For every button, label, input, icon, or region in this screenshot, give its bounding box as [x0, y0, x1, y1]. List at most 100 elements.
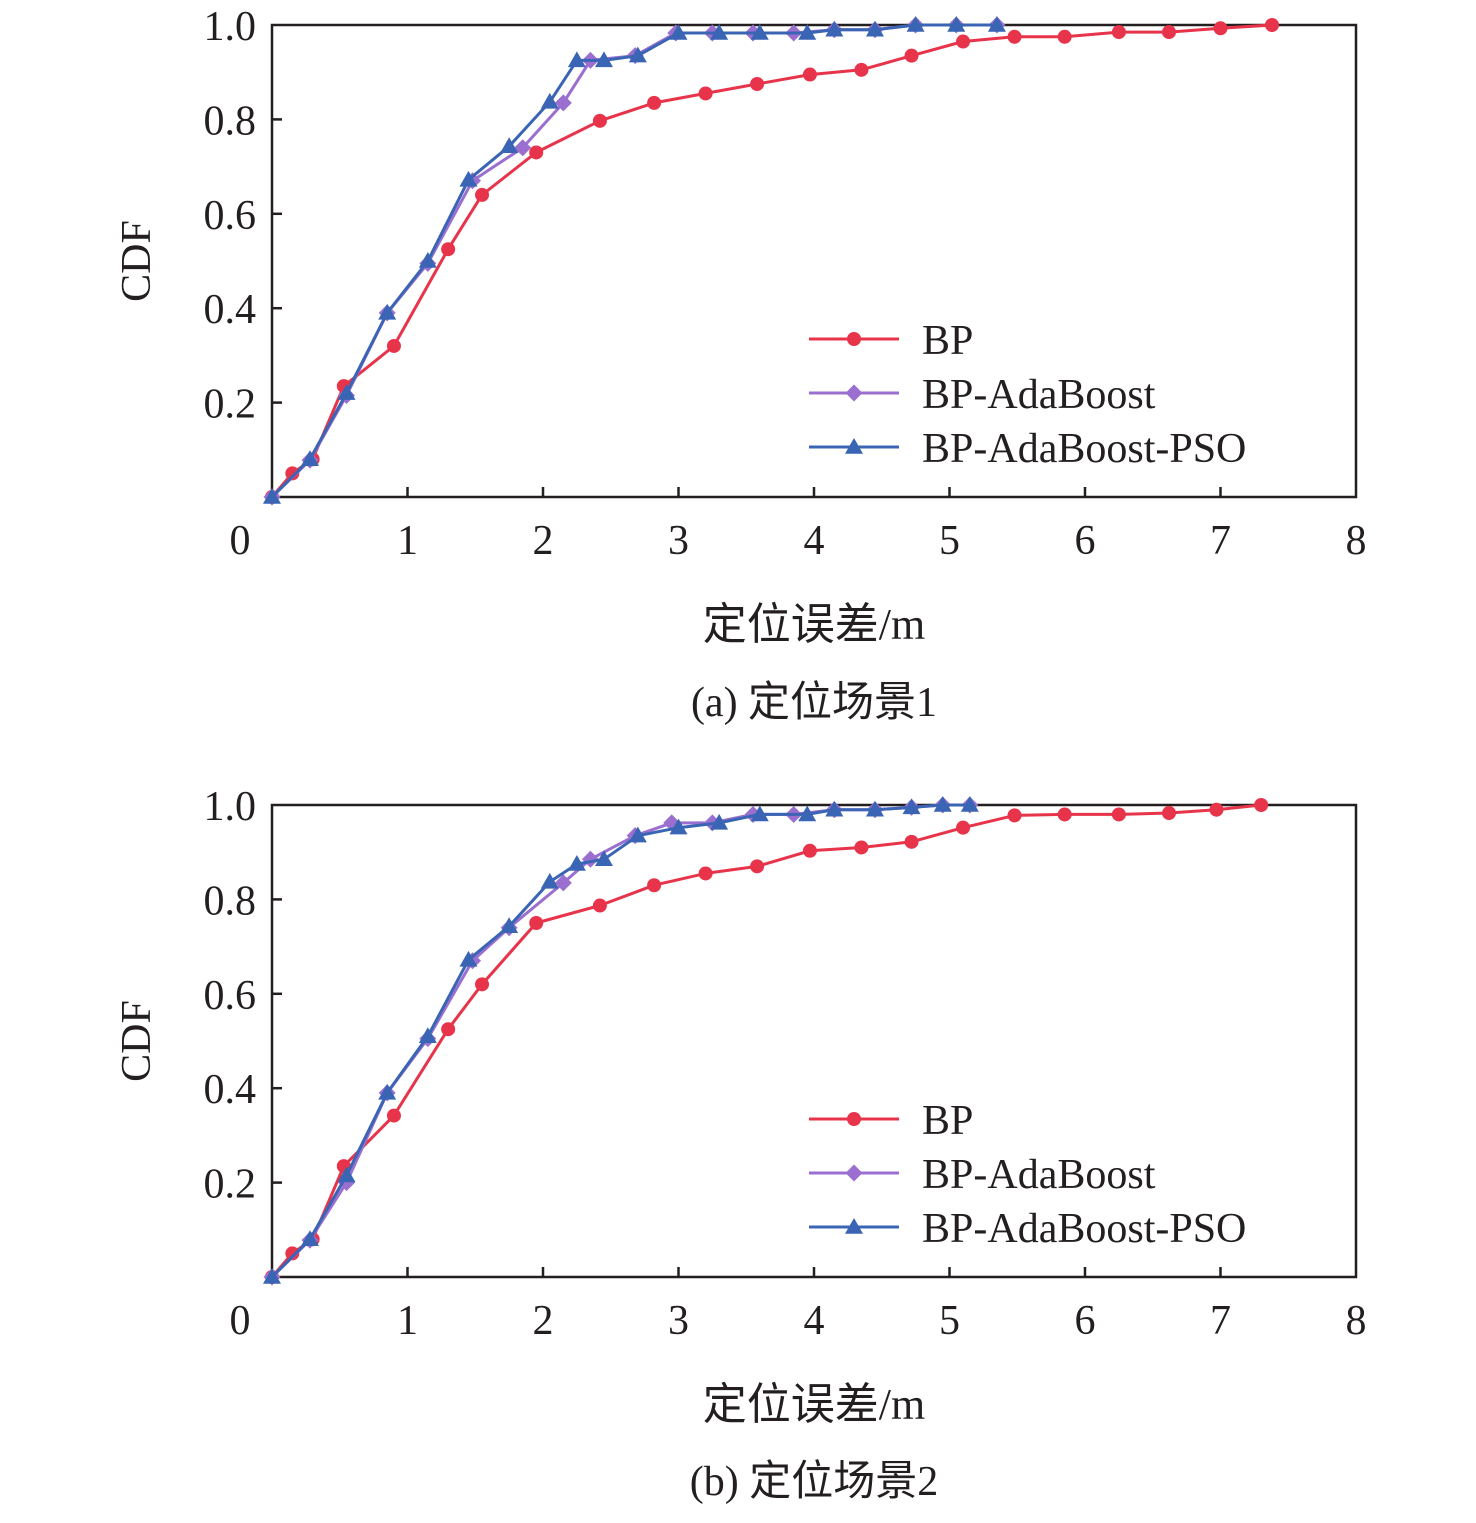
data-point: [628, 826, 647, 843]
legend-label: BP: [922, 318, 973, 364]
data-point: [956, 820, 971, 835]
y-axis-label: CDF: [114, 1000, 160, 1082]
data-point: [337, 384, 356, 400]
data-point: [594, 51, 613, 68]
data-point: [594, 850, 613, 867]
data-point: [300, 450, 319, 466]
data-point: [710, 813, 729, 830]
data-point: [1213, 21, 1228, 36]
x-tick-label: 2: [533, 1298, 554, 1344]
data-point: [1111, 25, 1126, 40]
y-tick-label: 0.2: [204, 1162, 257, 1208]
x-tick-label: 4: [804, 518, 825, 564]
data-point: [567, 855, 586, 871]
data-point: [1111, 807, 1126, 822]
x-tick-label: 4: [804, 1298, 825, 1344]
x-tick-label: 0: [230, 1298, 251, 1344]
data-point: [459, 170, 478, 187]
y-tick-label: 1.0: [204, 784, 257, 830]
legend: BP BP-AdaBoost BP-AdaBoost-PSO: [809, 1098, 1246, 1252]
y-tick-label: 0.2: [204, 382, 257, 428]
data-point: [956, 34, 971, 49]
legend-marker: [845, 1218, 863, 1234]
data-point: [441, 242, 456, 257]
series-line: [270, 803, 1262, 1278]
legend-label: BP: [922, 1098, 973, 1144]
data-point: [285, 466, 300, 481]
data-point: [647, 878, 662, 893]
legend-marker: [845, 1164, 863, 1182]
data-point: [1162, 806, 1177, 821]
data-point: [798, 805, 817, 822]
y-tick-label: 0.8: [204, 878, 257, 924]
x-tick-label: 5: [939, 518, 960, 564]
data-point: [1057, 29, 1072, 44]
x-tick-label: 7: [1210, 1298, 1231, 1344]
data-point: [378, 1083, 397, 1100]
data-point: [854, 840, 869, 855]
chart-panel-a: 0 1 2 3 4 5 6 7 8 0.2 0.4 0.6 0.8 1.0 定位误差/m CDF BP BP-Ad…: [114, 4, 1367, 726]
legend-label: BP-AdaBoost: [922, 372, 1156, 418]
data-point: [529, 916, 544, 930]
x-tick-label: 5: [939, 1298, 960, 1344]
y-tick-label: 0.6: [204, 193, 257, 239]
data-point: [475, 977, 490, 992]
x-tick-label: 8: [1346, 518, 1367, 564]
data-point: [865, 20, 884, 37]
panel-caption: (b) 定位场景2: [690, 1458, 938, 1505]
data-point: [1162, 25, 1177, 40]
data-point: [567, 51, 586, 68]
data-point: [628, 46, 647, 63]
x-tick-label: 3: [668, 1298, 689, 1344]
data-point: [902, 798, 921, 815]
data-point: [514, 139, 532, 157]
x-tick-label: 3: [668, 518, 689, 564]
x-tick-label: 6: [1075, 518, 1096, 564]
x-tick-label: 0: [230, 518, 251, 564]
panel-caption: (a) 定位场景1: [691, 679, 937, 726]
chart-panel-b: 0 1 2 3 4 5 6 7 8 0.2 0.4 0.6 0.8 1.0 定位误差/m CDF BP BP-Ad…: [114, 784, 1367, 1505]
legend-label: BP-AdaBoost-PSO: [922, 426, 1246, 472]
data-point: [1007, 29, 1022, 44]
series-bp-adaboost: [263, 16, 1006, 506]
series-bp-adaboost-pso: [263, 796, 979, 1284]
data-point: [540, 92, 559, 109]
legend-marker: [847, 1112, 861, 1126]
data-point: [698, 866, 713, 881]
data-point: [669, 818, 688, 835]
data-point: [1057, 807, 1072, 822]
data-point: [865, 800, 884, 817]
data-point: [904, 834, 919, 849]
data-point: [500, 137, 519, 154]
legend-marker: [847, 332, 861, 346]
legend-label: BP-AdaBoost: [922, 1152, 1156, 1198]
y-tick-label: 1.0: [204, 4, 257, 50]
data-point: [750, 805, 769, 822]
series-bp-adaboost-pso: [263, 16, 1006, 504]
data-point: [802, 843, 817, 858]
data-point: [285, 1246, 300, 1261]
data-point: [710, 24, 729, 40]
data-point: [337, 1166, 356, 1183]
series-line: [270, 23, 997, 499]
data-point: [669, 24, 688, 40]
data-point: [1264, 18, 1279, 32]
y-axis-label: CDF: [114, 220, 160, 302]
data-point: [987, 16, 1006, 32]
y-tick-label: 0.8: [204, 98, 257, 144]
data-point: [418, 252, 437, 268]
data-point: [418, 1027, 437, 1044]
data-point: [554, 874, 572, 892]
y-tick-label: 0.4: [204, 1067, 257, 1113]
data-point: [459, 950, 478, 967]
data-point: [592, 113, 607, 128]
series-bp-adaboost: [263, 796, 979, 1286]
data-point: [1254, 798, 1269, 812]
data-point: [1007, 808, 1022, 823]
y-tick-label: 0.6: [204, 973, 257, 1019]
x-axis-label: 定位误差/m: [703, 600, 925, 649]
x-tick-label: 8: [1346, 1298, 1367, 1344]
data-point: [500, 917, 519, 934]
series-line: [270, 803, 970, 1279]
